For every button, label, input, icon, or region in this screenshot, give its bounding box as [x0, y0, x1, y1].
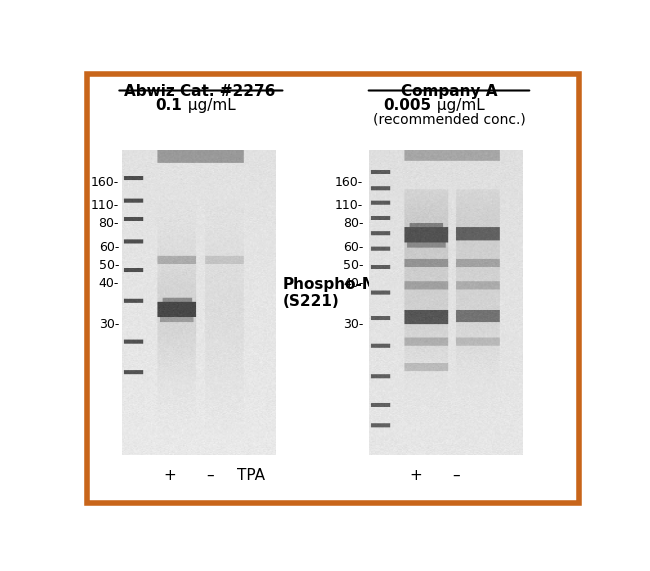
Text: Phospho-MEK1/2
(S221): Phospho-MEK1/2 (S221): [283, 276, 427, 309]
Text: 80-: 80-: [99, 217, 119, 230]
Text: 60-: 60-: [343, 242, 363, 255]
Text: 110-: 110-: [91, 199, 119, 212]
Text: (recommended conc.): (recommended conc.): [372, 112, 525, 127]
Text: 160-: 160-: [335, 176, 363, 190]
Text: 30-: 30-: [99, 318, 119, 331]
Text: μg/mL: μg/mL: [183, 98, 236, 114]
Text: 40-: 40-: [343, 276, 363, 289]
Text: 50-: 50-: [343, 259, 363, 272]
Text: μg/mL: μg/mL: [432, 98, 485, 114]
Text: 80-: 80-: [343, 217, 363, 230]
Text: 0.005: 0.005: [384, 98, 432, 114]
Text: 110-: 110-: [335, 199, 363, 212]
Text: +: +: [410, 468, 422, 482]
Text: 160-: 160-: [91, 176, 119, 190]
Text: Abwiz Cat. #2276: Abwiz Cat. #2276: [124, 84, 276, 99]
Text: 50-: 50-: [99, 259, 119, 272]
Text: 60-: 60-: [99, 242, 119, 255]
Text: Company A: Company A: [401, 84, 497, 99]
Text: –: –: [206, 468, 213, 482]
Text: 0.1: 0.1: [155, 98, 182, 114]
Text: TPA: TPA: [237, 468, 265, 482]
Text: –: –: [453, 468, 460, 482]
Text: 40-: 40-: [99, 276, 119, 289]
Text: +: +: [163, 468, 176, 482]
Text: 30-: 30-: [343, 318, 363, 331]
